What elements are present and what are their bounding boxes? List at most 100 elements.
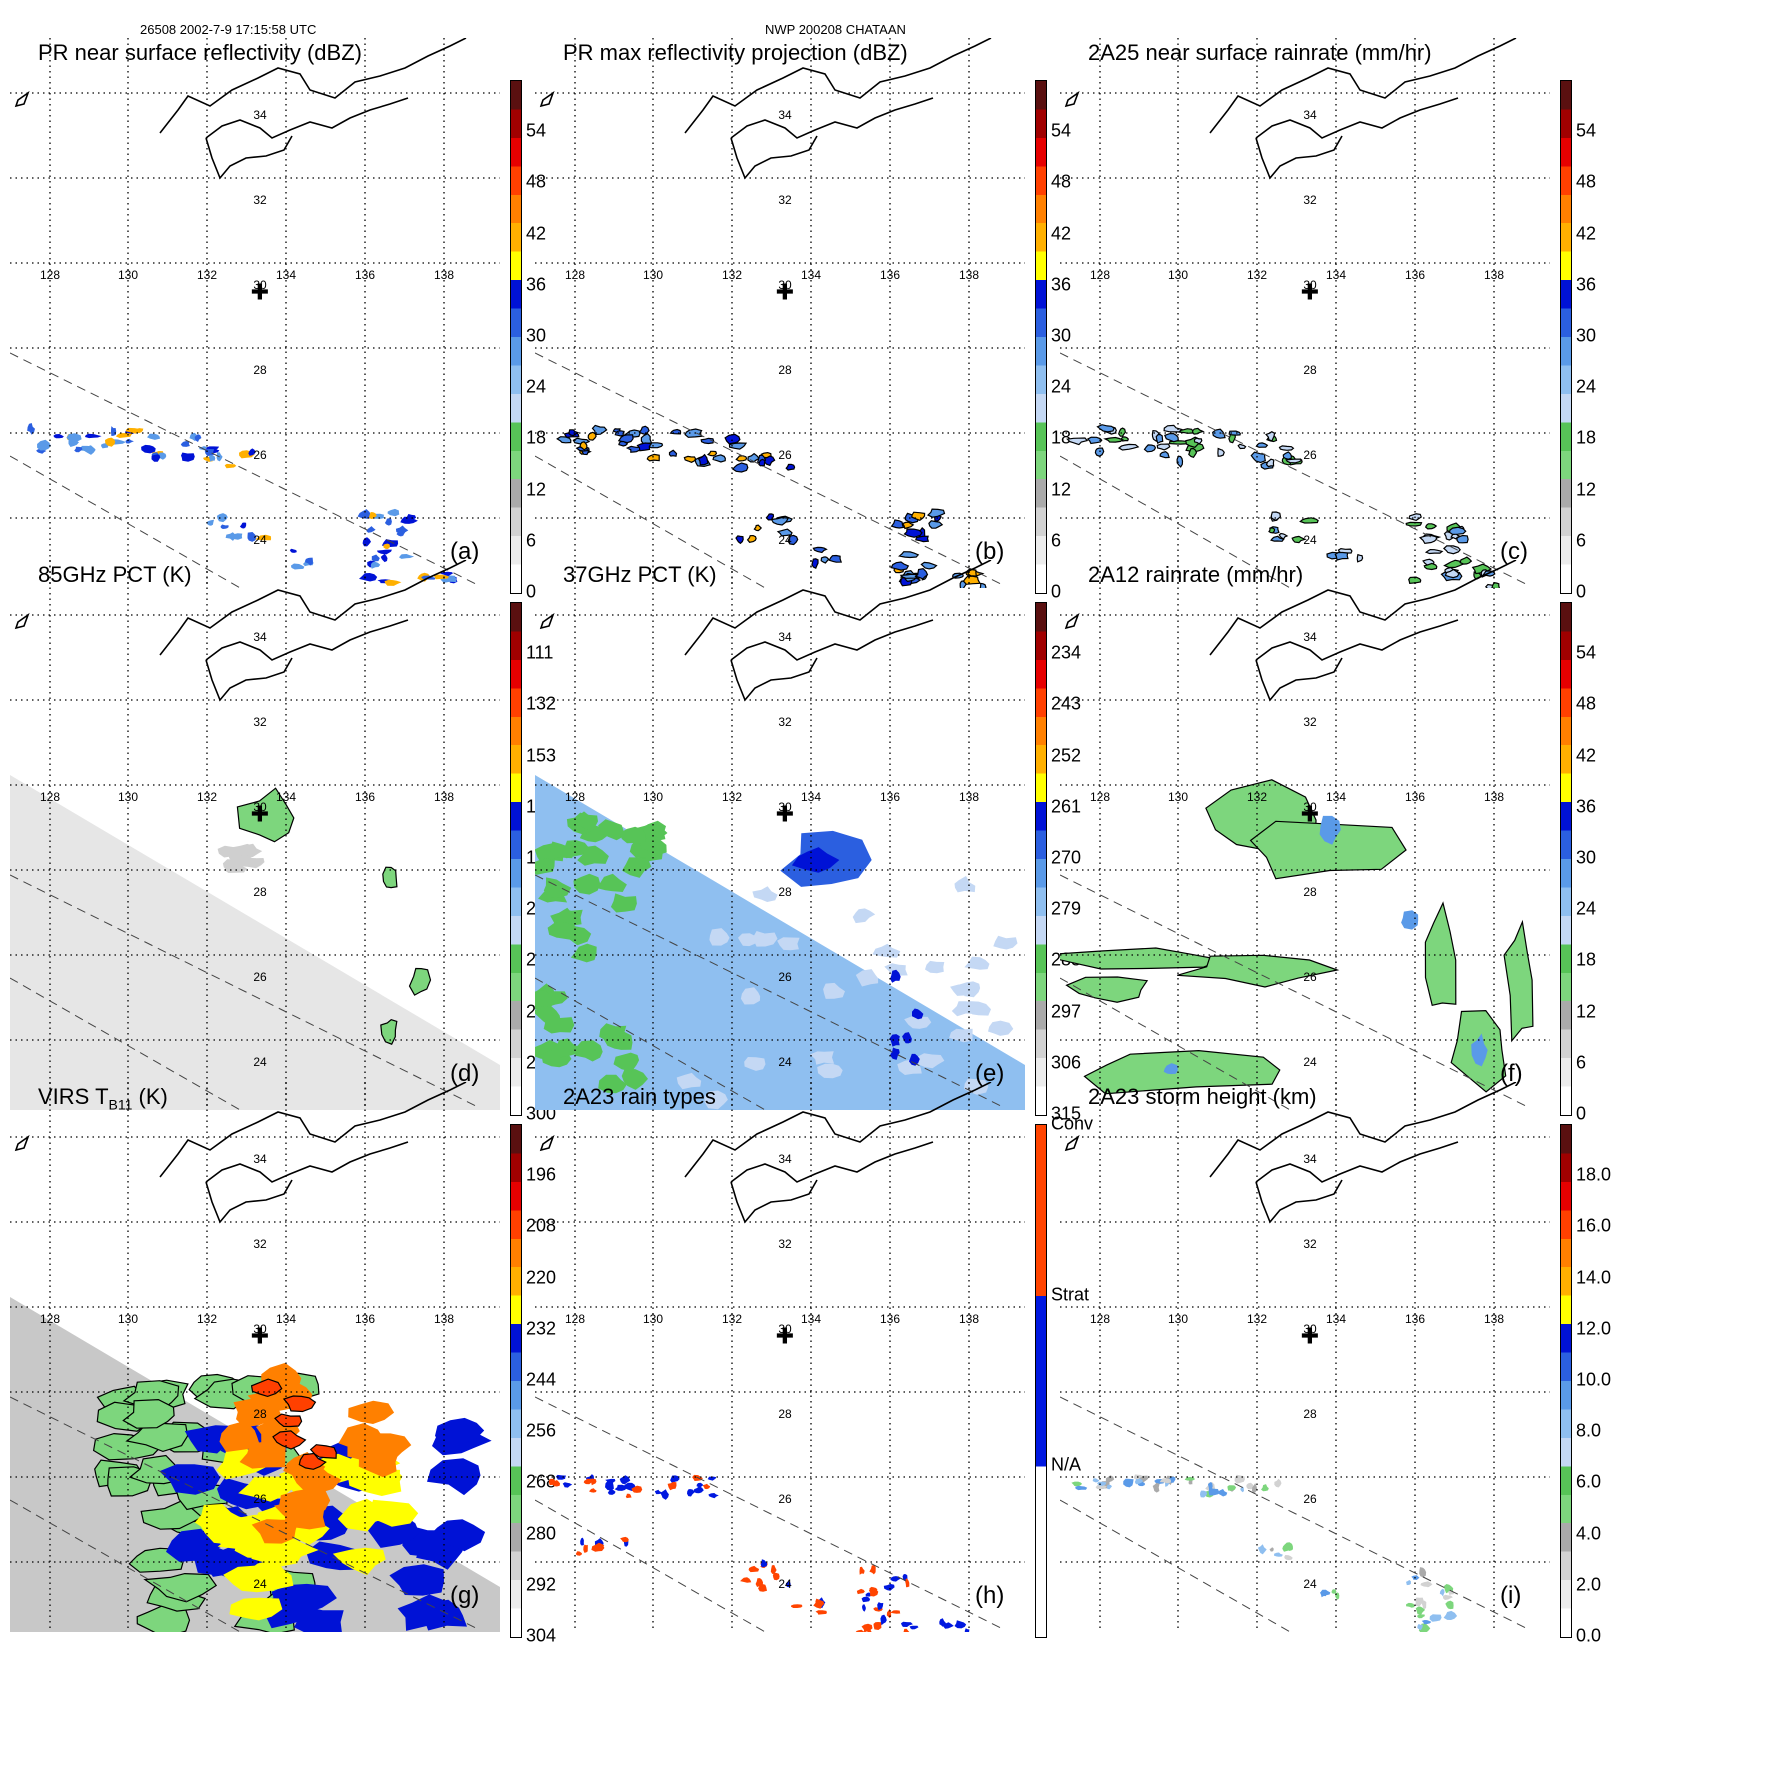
map-canvas [1060,1082,1550,1632]
map-e: 128 130 132 134 136 138 34 32 30 28 26 24 ✚ [535,560,1025,1110]
precip-cell [74,446,83,453]
storm-height-pixel [1445,1600,1454,1610]
lat-label: 34 [1303,108,1317,122]
warm-region [621,1068,648,1090]
rain-type-pixel [855,1629,866,1632]
precip-cell [753,524,763,532]
colorbar-tick-label: 4.0 [1576,1523,1602,1544]
lon-label: 136 [1404,1312,1426,1326]
panel-b: 128 130 132 134 136 138 34 32 30 28 26 24 ✚ PR max re… [535,38,1125,628]
colorbar-tick-label: 54 [1051,120,1072,141]
storm-height-pixel [1134,1477,1144,1485]
coastline [14,38,467,180]
lon-label: 134 [1325,268,1347,282]
storm-height-pixel [1251,1483,1258,1494]
pr-swath-edges [535,1396,1006,1632]
map-a: 128 130 132 134 136 138 34 32 30 28 26 24 ✚ [10,38,500,588]
precip-cell [1250,451,1266,464]
rain-type-pixel [890,1576,901,1582]
lat-label: 32 [778,193,792,207]
rain-type-pixel [590,1478,597,1486]
colorbar-ticks: 18.0 16.0 14.0 12.0 10.0 8.0 6.0 4.0 2.0 0.0 [1576,1124,1636,1646]
colorbar-tick-label: 256 [526,1420,557,1441]
precip-cell [239,522,247,529]
precip-cell [1424,523,1438,530]
cloud-region [143,1572,218,1603]
rain-type-pixel [620,1536,629,1543]
precip-cell [399,554,415,559]
lon-label: 134 [800,790,822,804]
precip-cell [383,543,390,549]
pr-swath-edges [1060,352,1531,588]
rain-type-pixel [856,1588,865,1595]
cold-cloud-top [229,1597,283,1621]
precip-cell [1456,534,1469,544]
panel-h: 128 130 132 134 136 138 34 32 30 28 26 24 ✚ 2A23 rain… [535,1082,1125,1672]
map-canvas [10,1082,500,1632]
lon-label: 134 [275,790,297,804]
warm-region [598,819,625,841]
convective-cell [382,866,398,889]
precip-cell [1178,428,1194,434]
precip-cell [366,526,376,533]
lat-label: 32 [1303,1237,1317,1251]
precip-cell [53,434,64,439]
pr-swath-edges [535,874,1006,1110]
storm-height-pixel [1284,1555,1293,1561]
colorbar [1035,80,1047,594]
graticule [10,1082,500,1632]
lon-label: 138 [958,268,980,282]
storm-height-pixel [1261,1484,1269,1492]
lat-label: 28 [253,1407,267,1421]
precip-cell [433,574,449,580]
storm-height-pixel [1417,1614,1425,1619]
colorbar-tick-label: 12 [526,479,547,500]
cold-cloud-top [223,1565,277,1593]
rain-type-pixel [605,1479,614,1491]
precip-cell [224,463,237,469]
light-rain-region [966,1001,991,1016]
rain-type-pixel [619,1475,631,1485]
colorbar-tick-label: 153 [526,745,557,766]
lat-label: 28 [253,363,267,377]
rain-core [1401,910,1419,930]
storm-height-pixel [1415,1597,1424,1607]
rain-type-pixel [785,1581,791,1588]
precip-cell [290,563,305,570]
cloud-region [389,1564,444,1596]
lon-label: 132 [721,1312,743,1326]
pr-swath-edges [10,1396,481,1632]
precip-cell [357,509,372,519]
storm-center-marker: ✚ [250,1324,270,1350]
precip-cell [1444,568,1460,579]
colorbar-tick-label: 279 [1051,898,1082,919]
map-g: 128 130 132 134 136 138 34 32 30 28 26 24 ✚ [10,1082,500,1632]
panel-title: 2A23 storm height (km) [1088,1084,1317,1110]
precip-cell [1291,535,1307,544]
light-rain-region [855,969,879,987]
colorbar-tick-label: 48 [1051,171,1072,192]
precip-cell [101,443,109,449]
colorbar-tick-label: 10.0 [1576,1369,1612,1390]
lat-label: 28 [1303,1407,1317,1421]
precip-cell [787,534,799,546]
coastline [1064,38,1517,180]
rain-core [1471,1033,1488,1067]
rain-region [1083,1049,1281,1095]
precip-cell [928,520,944,529]
colorbar-tick-label: Strat [1051,1284,1090,1305]
colorbar-tick-label: 18 [1576,427,1597,448]
precip-cell [1448,526,1467,536]
rain-type-pixel [901,1621,913,1627]
rain-type-pixel [654,1489,662,1495]
cold-cloud-top [291,1464,342,1494]
precip-cell [646,453,660,462]
light-rain-region [925,960,945,974]
colorbar-tick-label: 24 [1576,376,1597,397]
lon-label: 136 [354,790,376,804]
lat-label: 24 [778,533,792,547]
warm-region [622,857,652,878]
lat-label: 28 [1303,885,1317,899]
lat-label: 30 [1303,1322,1317,1336]
map-f: 128 130 132 134 136 138 34 32 30 28 26 24 ✚ [1060,560,1550,1110]
